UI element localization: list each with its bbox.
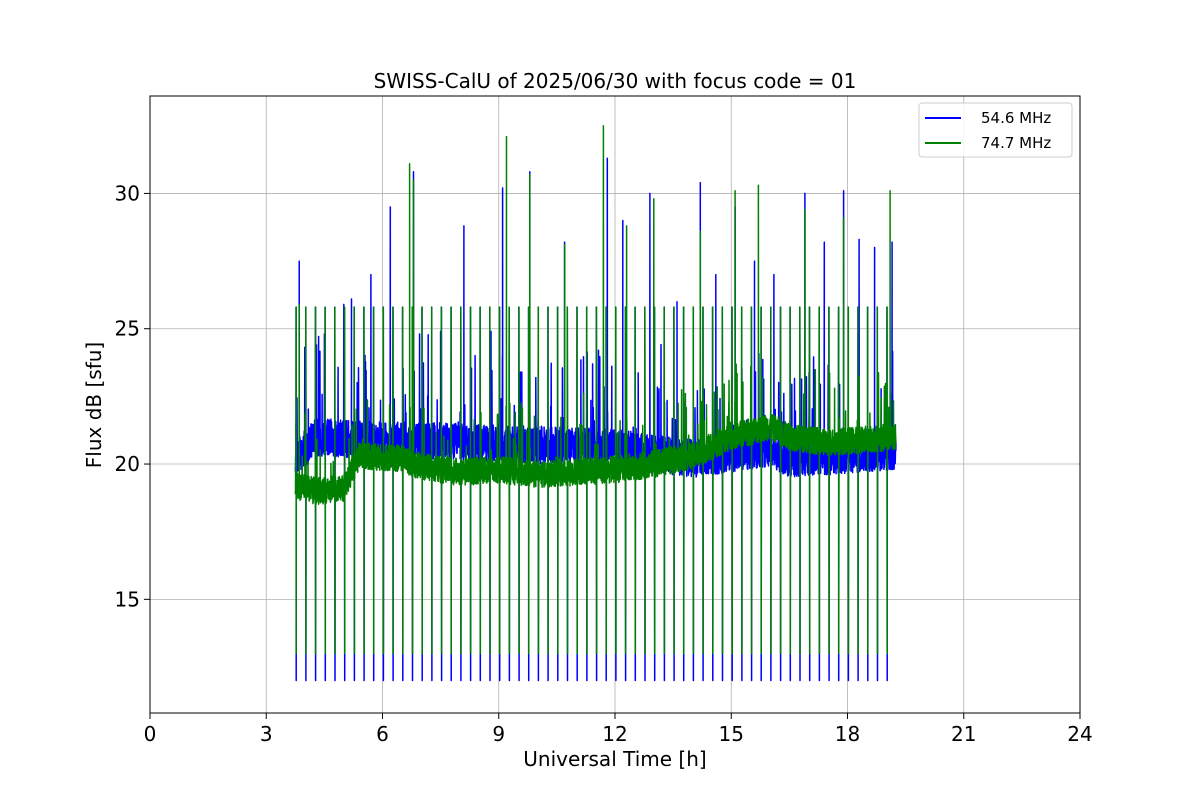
y-axis-label: Flux dB [sfu] [82,342,106,468]
x-tick-label: 6 [376,722,389,746]
x-tick-label: 18 [835,722,860,746]
x-tick-label: 3 [260,722,273,746]
ticks: 0 3 6 9 12 15 18 21 24 15 20 25 30 [115,181,1093,746]
legend-label: 54.6 MHz [981,109,1051,127]
y-tick-label: 25 [115,317,140,341]
x-tick-label: 24 [1067,722,1092,746]
series-layer [294,125,897,682]
x-tick-label: 12 [602,722,627,746]
y-tick-label: 20 [115,452,140,476]
x-tick-label: 15 [719,722,744,746]
x-axis-label: Universal Time [h] [523,747,706,771]
y-tick-label: 15 [115,587,140,611]
series-line-74-7-mhz [294,125,897,655]
chart-title: SWISS-CalU of 2025/06/30 with focus code… [374,69,857,93]
legend: 54.6 MHz 74.7 MHz [918,102,1073,158]
y-tick-label: 30 [115,181,140,205]
x-tick-label: 0 [144,722,157,746]
x-tick-label: 9 [492,722,505,746]
legend-label: 74.7 MHz [981,134,1051,152]
x-tick-label: 21 [951,722,976,746]
